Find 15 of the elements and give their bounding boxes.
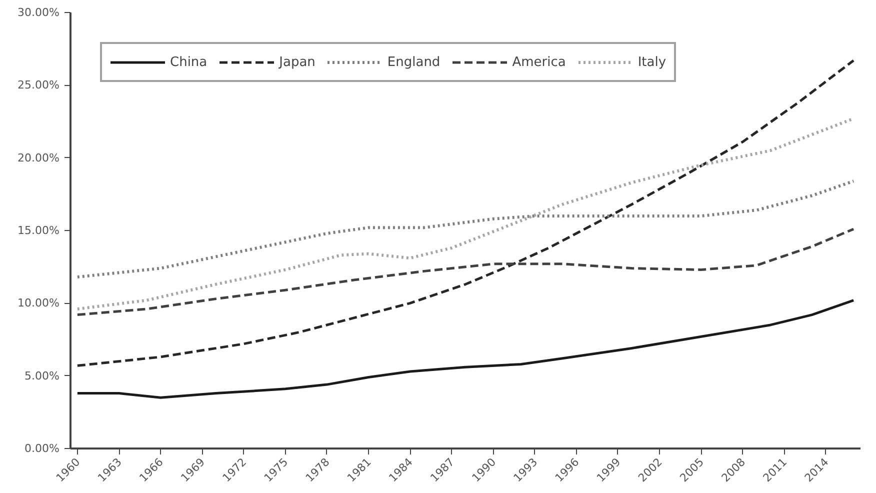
legend-label: England — [387, 54, 440, 70]
legend-label: China — [170, 54, 208, 70]
legend-label: Italy — [638, 54, 666, 70]
y-tick-label: 0.00% — [24, 442, 60, 455]
y-tick-label: 10.00% — [18, 296, 60, 310]
y-tick-label: 25.00% — [18, 78, 60, 92]
y-tick-label: 15.00% — [18, 224, 60, 237]
legend-label: America — [512, 54, 566, 70]
y-tick-label: 30.00% — [18, 6, 60, 19]
y-tick-label: 20.00% — [18, 151, 60, 164]
line-series — [76, 299, 855, 399]
y-tick-label: 5.00% — [24, 369, 60, 382]
line-series — [76, 180, 856, 279]
legend-label: Japan — [279, 54, 316, 70]
line-series — [76, 228, 855, 316]
